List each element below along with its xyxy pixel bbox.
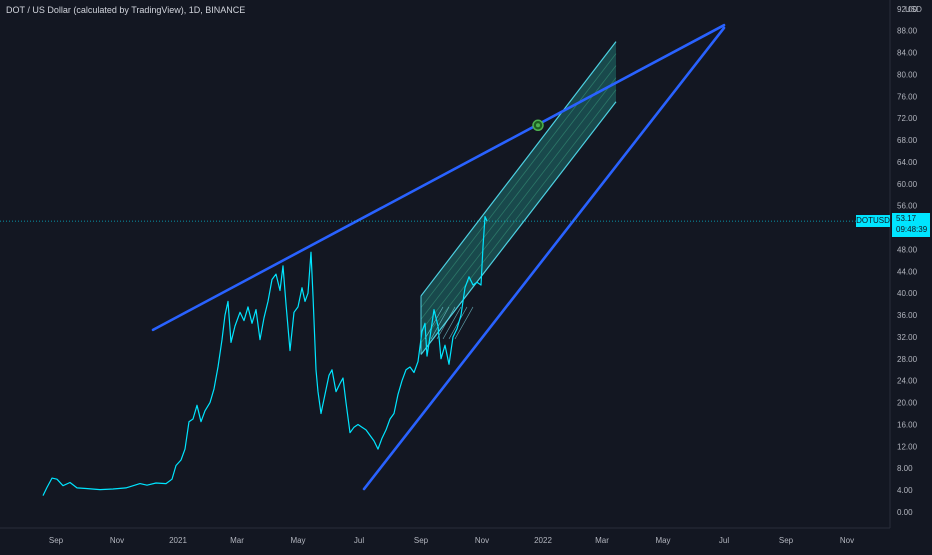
time-tick-label: Sep xyxy=(414,536,429,545)
channel-hatch xyxy=(448,306,468,340)
time-tick-label: Mar xyxy=(595,536,609,545)
time-tick-label: May xyxy=(290,536,305,545)
time-tick-label: Mar xyxy=(230,536,244,545)
time-tick-label: Nov xyxy=(475,536,489,545)
price-axis[interactable]: 92.00 88.00 84.00 80.00 76.00 72.00 68.00 64.00… xyxy=(897,5,918,517)
price-tick-label: 20.00 xyxy=(897,399,918,408)
last-price-tag: 53.17 09:48:39 xyxy=(892,213,930,237)
price-tick-label: 60.00 xyxy=(897,180,918,189)
last-price-value: 53.17 xyxy=(896,214,917,223)
price-line xyxy=(42,216,488,496)
price-tick-label: 64.00 xyxy=(897,158,918,167)
trendline-1 xyxy=(151,23,726,332)
channel-lower-line xyxy=(420,101,617,355)
regression-channel[interactable] xyxy=(420,41,617,355)
trendlines[interactable] xyxy=(151,23,726,491)
channel-inner-line xyxy=(420,77,617,332)
price-tick-label: 80.00 xyxy=(897,70,918,79)
symbol-label: DOTUSD xyxy=(856,215,890,227)
price-tick-label: 72.00 xyxy=(897,114,918,123)
price-tick-label: 36.00 xyxy=(897,311,918,320)
time-tick-label: Jul xyxy=(354,536,364,545)
channel-hatch xyxy=(424,306,444,340)
channel-hatch xyxy=(436,306,456,340)
price-tick-label: 28.00 xyxy=(897,355,918,364)
price-tick-label: 12.00 xyxy=(897,442,918,451)
price-tick-label: 40.00 xyxy=(897,289,918,298)
time-tick-label: Jul xyxy=(719,536,729,545)
channel-hatch xyxy=(442,306,462,340)
price-tick-label: 0.00 xyxy=(897,508,913,517)
marker-layer xyxy=(532,119,544,132)
channel-hatch xyxy=(454,306,474,340)
time-tick-label: Sep xyxy=(49,536,64,545)
price-tick-label: 16.00 xyxy=(897,420,918,429)
price-tick-label: 48.00 xyxy=(897,245,918,254)
intersection-marker-dot xyxy=(536,123,540,128)
bar-countdown: 09:48:39 xyxy=(896,225,928,234)
price-tick-label: 88.00 xyxy=(897,27,918,36)
price-tick-label: 44.00 xyxy=(897,267,918,276)
time-tick-label: Nov xyxy=(840,536,854,545)
price-tick-label: 76.00 xyxy=(897,92,918,101)
price-tick-label: 32.00 xyxy=(897,333,918,342)
price-series xyxy=(0,216,890,496)
channel-fill xyxy=(421,41,616,355)
time-tick-label: Nov xyxy=(110,536,124,545)
price-axis-unit: USD xyxy=(905,5,922,14)
time-tick-label: Sep xyxy=(779,536,794,545)
price-tick-label: 84.00 xyxy=(897,49,918,58)
channel-inner-line xyxy=(420,89,617,344)
price-tick-label: 56.00 xyxy=(897,202,918,211)
channel-inner-line xyxy=(420,53,617,308)
time-tick-label: 2022 xyxy=(534,536,552,545)
channel-inner-line xyxy=(420,65,617,320)
time-axis[interactable]: Sep Nov 2021 Mar May Jul Sep Nov 2022 Mar May Jul Se… xyxy=(49,536,854,545)
price-tick-label: 24.00 xyxy=(897,377,918,386)
channel-upper-line xyxy=(420,41,617,297)
price-tick-label: 68.00 xyxy=(897,136,918,145)
trendline-2 xyxy=(362,26,726,491)
price-tick-label: 8.00 xyxy=(897,464,913,473)
price-tick-label: 92.00 xyxy=(897,5,918,14)
channel-hatch xyxy=(430,306,450,340)
time-tick-label: 2021 xyxy=(169,536,187,545)
time-tick-label: May xyxy=(655,536,670,545)
chart-title: DOT / US Dollar (calculated by TradingVi… xyxy=(6,5,246,15)
price-tick-label: 4.00 xyxy=(897,486,913,495)
